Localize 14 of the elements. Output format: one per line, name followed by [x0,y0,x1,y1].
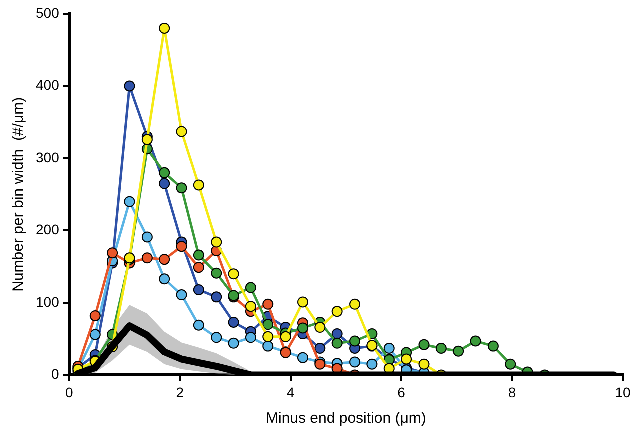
y-tick-label: 300 [36,149,60,166]
x-tick-label: 8 [508,384,516,400]
y-axis-title: Number per bin width (#/μm) [10,97,28,292]
x-tick-label: 4 [286,384,295,400]
y-tick-label: 500 [36,4,60,21]
x-tick-label: 0 [65,384,74,400]
y-tick-label: 100 [36,294,60,310]
x-axis-title: Minus end position (μm) [266,410,426,428]
y-tick-label: 200 [36,222,60,238]
y-tick-label: 0 [52,366,60,382]
x-tick-label: 6 [398,384,406,400]
y-tick-label: 400 [36,77,60,94]
x-tick-label: 2 [176,384,184,400]
x-tick-label: 10 [615,384,631,400]
